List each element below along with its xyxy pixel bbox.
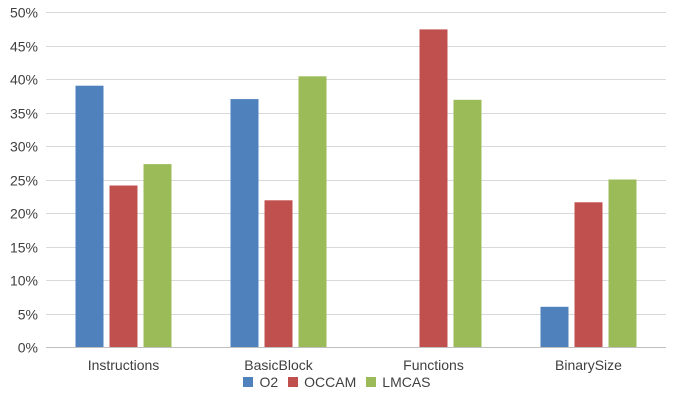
legend-swatch-occam bbox=[288, 377, 299, 387]
bar-lmcas-basicblock bbox=[298, 76, 327, 348]
legend: O2 OCCAM LMCAS bbox=[0, 374, 674, 390]
y-tick-label: 45% bbox=[10, 39, 38, 55]
legend-label-o2: O2 bbox=[259, 374, 279, 390]
x-tick-label: BinarySize bbox=[555, 357, 622, 373]
x-tick-label: Instructions bbox=[88, 357, 160, 373]
y-tick-label: 40% bbox=[10, 72, 38, 88]
y-tick-label: 25% bbox=[10, 173, 38, 189]
y-tick-label: 50% bbox=[10, 5, 38, 21]
y-tick-label: 0% bbox=[18, 340, 38, 356]
bar-o2-basicblock bbox=[230, 99, 259, 347]
legend-swatch-lmcas bbox=[366, 377, 377, 387]
bar-o2-binarysize bbox=[540, 306, 569, 347]
y-tick-label: 20% bbox=[10, 206, 38, 222]
legend-item-occam: OCCAM bbox=[288, 374, 356, 390]
y-axis-ticks: 0% 5% 10% 15% 20% 25% 30% 35% 40% 45% 50% bbox=[10, 5, 38, 356]
x-tick-label: BasicBlock bbox=[244, 357, 313, 373]
legend-swatch-o2 bbox=[243, 377, 254, 387]
bar-lmcas-binarysize bbox=[608, 179, 637, 347]
y-tick-label: 30% bbox=[10, 139, 38, 155]
bar-o2-instructions bbox=[75, 85, 104, 347]
legend-item-lmcas: LMCAS bbox=[366, 374, 431, 390]
bar-occam-instructions bbox=[109, 185, 138, 347]
y-tick-label: 10% bbox=[10, 273, 38, 289]
x-tick-label: Functions bbox=[403, 357, 464, 373]
bar-occam-functions bbox=[419, 29, 448, 348]
y-tick-label: 5% bbox=[18, 307, 38, 323]
y-tick-label: 15% bbox=[10, 240, 38, 256]
bar-lmcas-functions bbox=[453, 99, 482, 347]
bar-occam-basicblock bbox=[264, 200, 293, 347]
gridlines bbox=[46, 12, 666, 348]
legend-label-occam: OCCAM bbox=[304, 374, 357, 390]
bar-lmcas-instructions bbox=[143, 164, 172, 347]
bars bbox=[75, 29, 637, 348]
y-tick-label: 35% bbox=[10, 106, 38, 122]
x-axis-ticks: Instructions BasicBlock Functions BinarySiz… bbox=[88, 357, 622, 373]
bar-occam-binarysize bbox=[574, 202, 603, 347]
legend-item-o2: O2 bbox=[243, 374, 278, 390]
legend-label-lmcas: LMCAS bbox=[382, 374, 431, 390]
